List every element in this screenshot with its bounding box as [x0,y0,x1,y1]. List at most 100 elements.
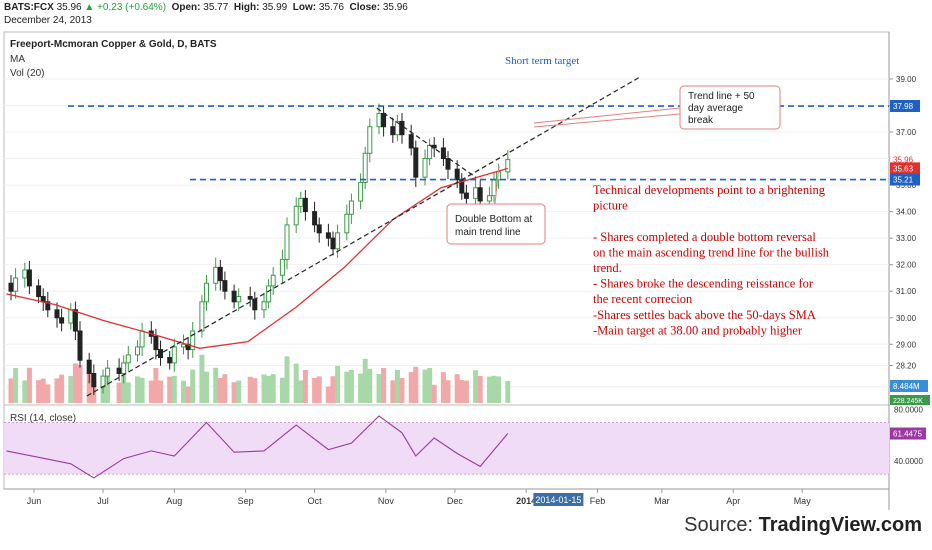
candle-body-19 [125,354,131,364]
volume-bar-46 [302,370,308,403]
volume-bar-4 [26,367,32,403]
volume-bar-39 [261,374,267,403]
volume-bar-51 [335,365,341,403]
commentary-line-9: -Main target at 38.00 and probably highe… [593,323,803,337]
volume-tag-bg [890,380,928,392]
candle-body-31 [204,282,209,303]
level-low-tag-bg [890,173,920,186]
volume-bar-57 [376,374,382,403]
volume-bar-38 [252,378,258,403]
candle-body-68 [445,158,451,170]
volume-bar-49 [325,386,331,403]
volume-bar-23 [153,368,159,403]
commentary-line-5: trend. [593,261,622,275]
ma-value-tag-bg [890,162,920,175]
rsi-tick-0: 80.0000 [894,406,923,415]
candle-body-20 [135,346,140,356]
time-tick-0: Jun [27,496,42,506]
candle-body-8 [54,309,60,319]
price-tick-9: 30.00 [896,314,917,323]
time-tick-5: Nov [378,496,395,506]
candle-body-57 [376,112,382,128]
candle-body-39 [261,301,267,311]
double-bottom-pointer [494,165,500,205]
volume-bar-22 [148,380,154,403]
candle-body-46 [302,197,308,213]
candle-body-30 [199,301,205,332]
time-tick-4: Oct [308,496,323,506]
time-tick-2: Aug [166,496,182,506]
candle-body-7 [45,301,51,311]
candle-body-14 [91,372,97,388]
level-low-tag: 35.21 [893,176,914,185]
short-term-target-label: Short term target [505,55,579,67]
volume-bar-31 [204,371,209,403]
candle-body-36 [236,296,242,303]
volume-ma-tag: 228.245K [893,398,923,405]
candle-body-12 [77,330,83,361]
trend-line-1 [376,107,476,178]
candle-body-60 [394,120,400,136]
volume-bar-56 [367,369,373,403]
commentary-line-7: the recent correcion [593,292,693,306]
rsi-band [4,422,889,475]
candle-body-3 [22,269,28,279]
volume-bar-1 [8,378,14,403]
volume-bar-8 [54,378,60,403]
trend-break-line-3: break [688,115,714,126]
volume-bar-77 [505,380,511,403]
volume-bar-74 [486,376,492,403]
candle-body-73 [477,187,483,202]
candle-body-53 [348,200,354,215]
candle-body-27 [181,343,186,348]
volume-bar-58 [381,368,387,403]
candle-body-45 [298,197,304,207]
volume-bar-16 [105,372,111,403]
candle-body-54 [358,181,364,202]
volume-bar-25 [167,376,173,403]
candle-body-38 [252,298,258,311]
time-tick-8: Feb [590,496,606,506]
candle-body-40 [266,285,272,303]
low-label: Low: [292,2,317,13]
volume-bar-28 [185,386,191,403]
commentary-line-8: -Shares settles back above the 50-days S… [593,308,816,322]
open-label: Open: [171,2,201,13]
open-value: 35.77 [203,2,229,13]
rsi-layer [4,421,889,475]
rsi-tag: 61.4475 [893,430,922,439]
candle-body-9 [59,317,65,324]
candle-body-11 [72,309,78,332]
volume-bar-40 [266,375,272,403]
high-value: 35.99 [262,2,288,13]
candle-body-34 [222,280,228,292]
rsi-tag-bg [890,427,926,440]
volume-bar-19 [125,382,131,403]
double-bottom-callout[interactable]: Double Bottom at main trend line [446,165,546,245]
commentary-line-4: on the main ascending trend line for the… [593,245,830,259]
double-bottom-box [446,203,546,245]
trend-lines[interactable] [86,75,642,397]
volume-bar-17 [116,382,122,403]
time-tick-11: May [794,496,812,506]
quote-header: BATS:FCX 35.96 ▲ +0.23 (+0.64%) Open: 35… [4,2,408,13]
candle-body-42 [279,258,285,276]
candle-body-71 [463,192,469,199]
volume-bar-45 [298,380,304,403]
candle-body-65 [427,144,433,160]
commentary-line-3: - Shares completed a double bottom rever… [593,230,816,244]
price-tick-0: 39.00 [896,75,917,84]
trend-break-callout[interactable]: Trend line + 50 day average break [533,85,781,130]
candle-body-59 [390,126,396,136]
volume-bar-52 [344,371,350,403]
volume-bar-13 [86,372,92,403]
volume-bar-59 [390,380,396,403]
candle-body-4 [26,269,32,287]
candle-body-33 [217,266,223,282]
close-value: 35.96 [382,2,408,13]
trend-break-box [679,85,781,130]
volume-bar-21 [139,377,145,403]
volume-bar-69 [454,374,460,403]
change: +0.23 (+0.64%) [97,2,167,13]
